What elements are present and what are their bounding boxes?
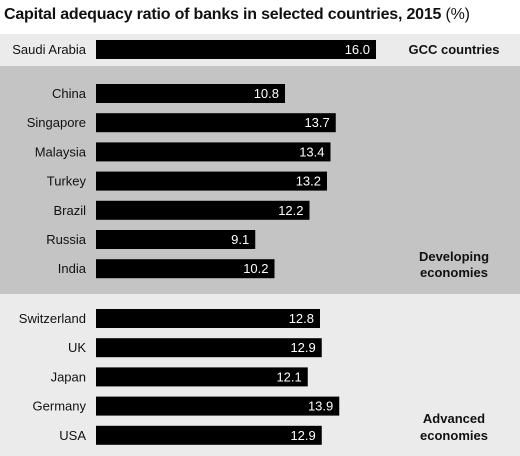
category-label-brazil: Brazil: [53, 203, 86, 218]
value-label-malaysia: 13.4: [299, 144, 324, 159]
value-label-usa: 12.9: [290, 428, 315, 443]
bar-japan: [96, 367, 308, 387]
category-label-japan: Japan: [51, 369, 86, 384]
group-label-2-line-1: Developing: [419, 249, 489, 264]
category-label-uk: UK: [68, 340, 86, 355]
category-label-russia: Russia: [46, 232, 87, 247]
bar-singapore: [96, 113, 336, 133]
chart-title-text: Capital adequacy ratio of banks in selec…: [4, 6, 442, 23]
value-label-china: 10.8: [254, 86, 279, 101]
bar-turkey: [96, 171, 327, 191]
bar-russia: [96, 230, 256, 249]
value-label-switzerland: 12.8: [289, 311, 314, 326]
chart-title: Capital adequacy ratio of banks in selec…: [4, 0, 470, 30]
category-label-usa: USA: [59, 428, 86, 443]
bar-india: [96, 259, 275, 279]
bar-germany: [96, 396, 340, 416]
value-label-germany: 13.9: [308, 399, 333, 414]
bar-usa: [96, 425, 322, 445]
value-label-turkey: 13.2: [296, 174, 321, 189]
value-label-singapore: 13.7: [304, 115, 329, 130]
category-label-china: China: [52, 86, 87, 101]
chart-title-unit: (%): [445, 6, 470, 23]
bar-china: [96, 84, 285, 103]
category-label-germany: Germany: [33, 399, 87, 414]
value-label-russia: 9.1: [231, 232, 249, 247]
bar-switzerland: [96, 309, 320, 328]
value-label-saudi-arabia: 16.0: [345, 42, 370, 57]
value-label-india: 10.2: [243, 261, 268, 276]
group-label-3-line-2: economies: [420, 428, 488, 443]
group-label-2-line-2: economies: [420, 265, 488, 280]
value-label-brazil: 12.2: [278, 203, 303, 218]
category-label-india: India: [58, 261, 87, 276]
category-label-switzerland: Switzerland: [19, 311, 86, 326]
group-label-3-line-1: Advanced: [423, 411, 485, 426]
bar-malaysia: [96, 142, 331, 162]
category-label-singapore: Singapore: [27, 115, 86, 130]
category-label-turkey: Turkey: [47, 174, 87, 189]
category-label-malaysia: Malaysia: [35, 144, 87, 159]
category-label-saudi-arabia: Saudi Arabia: [12, 42, 86, 57]
value-label-uk: 12.9: [290, 340, 315, 355]
value-label-japan: 12.1: [276, 369, 301, 384]
bar-saudi-arabia: [96, 40, 376, 59]
bar-uk: [96, 338, 322, 358]
bar-brazil: [96, 200, 310, 220]
group-label-1-line-1: GCC countries: [408, 42, 499, 57]
